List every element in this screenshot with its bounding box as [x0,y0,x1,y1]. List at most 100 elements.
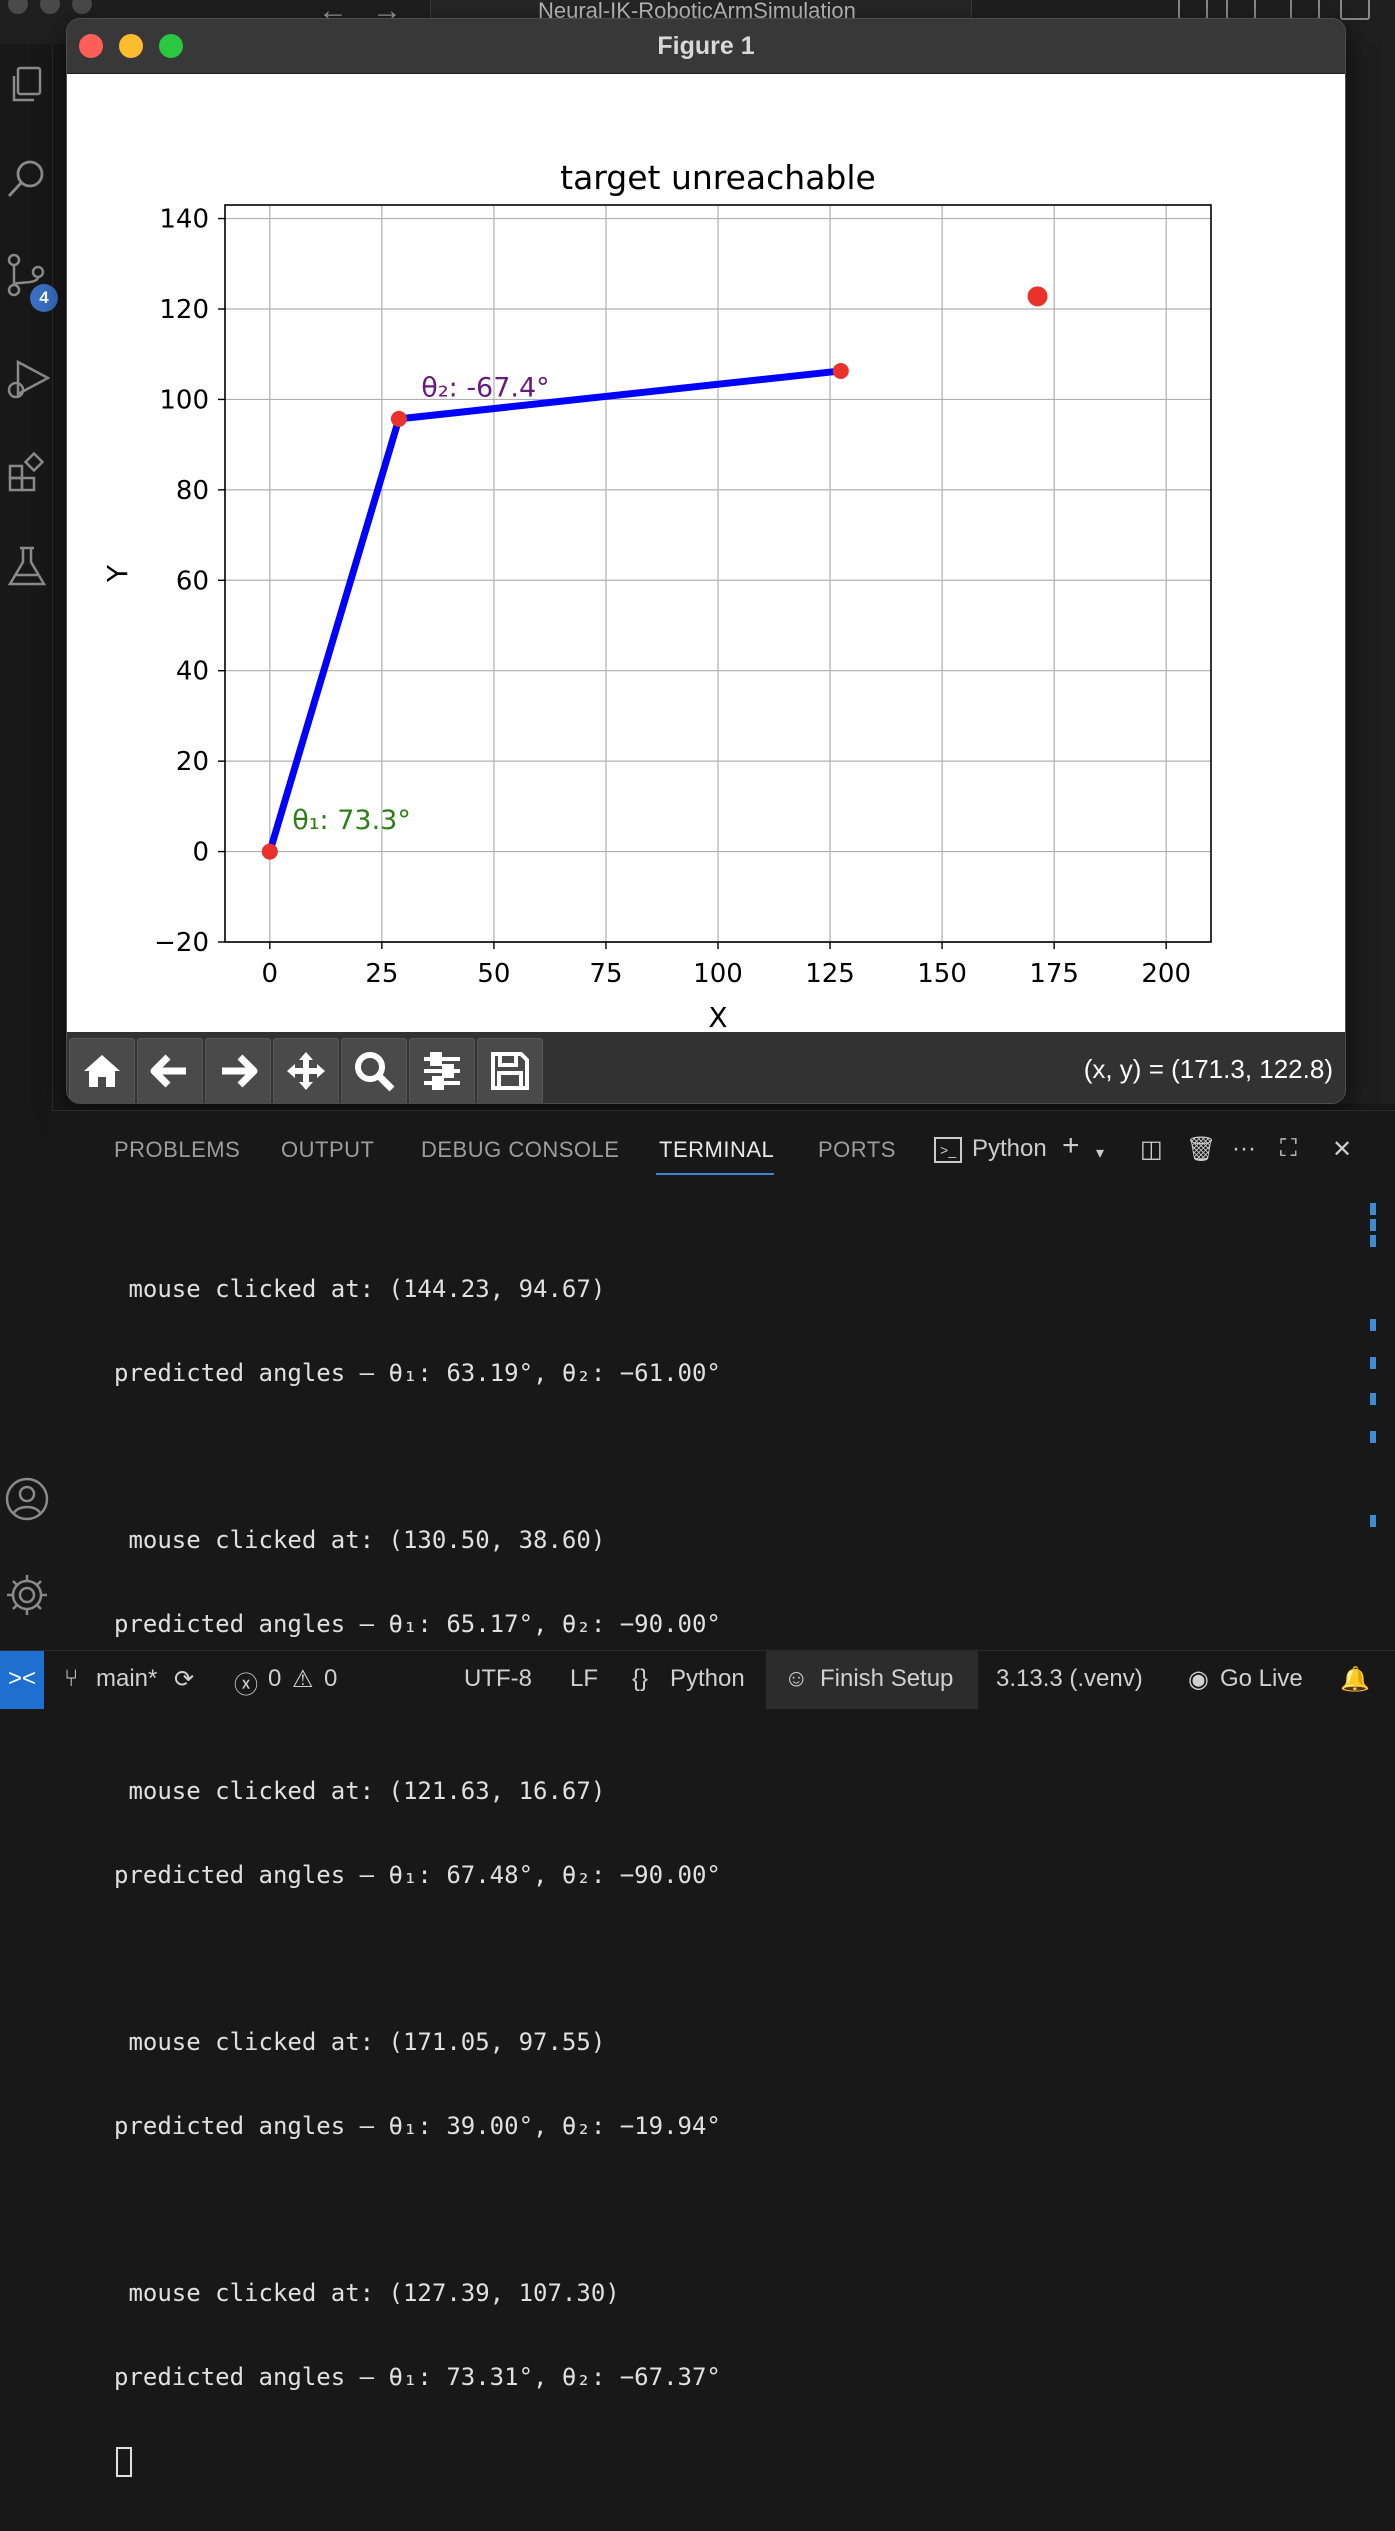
y-tick-label: 20 [176,747,209,777]
run-debug-icon[interactable] [4,356,51,402]
joint-point-0 [261,843,278,860]
customize-layout-icon[interactable] [1340,0,1370,20]
angle-annotation-0: θ₁: 73.3° [292,805,411,836]
tab-output[interactable]: OUTPUT [281,1137,375,1162]
close-icon[interactable] [79,34,103,58]
back-icon[interactable] [137,1038,203,1103]
more-actions-icon[interactable]: ··· [1232,1135,1256,1162]
x-tick-label: 25 [365,959,398,989]
tab-terminal[interactable]: TERMINAL [659,1137,775,1162]
notifications-bell-icon[interactable]: 🔔 [1340,1666,1370,1693]
finish-setup-label: Finish Setup [820,1665,954,1692]
source-control-icon[interactable]: 4 [4,252,58,312]
tab-problems[interactable]: PROBLEMS [114,1137,241,1162]
remote-indicator-icon[interactable]: >< [0,1651,44,1709]
language-mode[interactable]: Python [670,1665,745,1692]
pan-icon[interactable] [273,1038,339,1103]
warning-icon[interactable]: ⚠ [292,1666,314,1693]
figure-titlebar: Figure 1 [67,19,1345,74]
x-tick-label: 50 [477,959,510,989]
terminal-dropdown-icon[interactable]: ▾ [1096,1145,1105,1162]
terminal-shell-label[interactable]: Python [972,1135,1047,1162]
toggle-panel-icon[interactable] [1226,0,1256,20]
testing-icon[interactable] [4,544,50,590]
y-axis-label: Y [101,564,134,583]
sync-icon[interactable]: ⟳ [174,1666,195,1693]
zoom-window-icon[interactable] [159,34,183,58]
new-terminal-icon[interactable]: + [1062,1129,1080,1162]
copilot-icon: ☺ [784,1665,809,1692]
source-control-badge: 4 [30,284,58,312]
target-point [1027,286,1048,307]
x-tick-label: 0 [262,959,279,989]
account-icon[interactable] [4,1476,50,1522]
search-icon[interactable] [4,156,50,202]
y-tick-label: −20 [154,928,209,958]
encoding[interactable]: UTF-8 [464,1665,532,1692]
configure-subplots-icon[interactable] [409,1038,475,1103]
joint-point-2 [832,362,849,379]
x-tick-label: 150 [917,959,967,989]
finish-setup-button[interactable]: ☺ Finish Setup [766,1651,978,1709]
toggle-secondary-sidebar-icon[interactable] [1290,0,1320,20]
broadcast-icon: ◉ [1188,1666,1209,1693]
explorer-icon[interactable] [4,62,50,108]
settings-gear-icon[interactable] [4,1572,50,1618]
terminal-line: predicted angles — θ₁: 67.48°, θ₂: −90.0… [114,1861,721,1889]
minimize-icon[interactable] [119,34,143,58]
branch-name[interactable]: main* [96,1665,158,1692]
vscode-close-light[interactable] [8,0,28,14]
terminal-output[interactable]: mouse clicked at: (144.23, 94.67) predic… [114,1219,1314,2531]
split-terminal-icon[interactable]: ◫ [1140,1136,1163,1163]
vscode-zoom-light[interactable] [72,0,92,14]
save-icon[interactable] [477,1038,543,1103]
tab-debug-console[interactable]: DEBUG CONSOLE [421,1137,620,1162]
error-icon[interactable]: ⓧ [234,1672,258,1699]
error-count: 0 [268,1665,282,1692]
terminal-line: mouse clicked at: (121.63, 16.67) [114,1777,606,1805]
x-tick-label: 75 [589,959,622,989]
terminal-line: predicted angles — θ₁: 73.31°, θ₂: −67.3… [114,2363,721,2391]
tab-ports[interactable]: PORTS [818,1137,896,1162]
go-live-button[interactable]: Go Live [1220,1665,1303,1692]
y-tick-label: 60 [176,566,209,596]
x-tick-label: 100 [693,959,743,989]
toggle-sidebar-icon[interactable] [1178,0,1208,20]
zoom-icon[interactable] [341,1038,407,1103]
y-tick-label: 40 [176,657,209,687]
python-interpreter[interactable]: 3.13.3 (.venv) [996,1665,1143,1692]
terminal-line: predicted angles — θ₁: 39.00°, θ₂: −19.9… [114,2112,721,2140]
close-panel-icon[interactable]: ✕ [1332,1136,1353,1163]
terminal-line: predicted angles — θ₁: 63.19°, θ₂: −61.0… [114,1359,721,1387]
maximize-panel-icon[interactable]: ⛶ [1280,1135,1297,1162]
x-axis-label: X [708,1001,727,1032]
forward-icon[interactable] [205,1038,271,1103]
chart-title: target unreachable [560,158,876,197]
vscode-minimize-light[interactable] [40,0,60,14]
y-tick-label: 80 [176,476,209,506]
x-tick-label: 125 [805,959,855,989]
y-tick-label: 120 [159,295,209,325]
active-tab-indicator [656,1173,774,1175]
home-icon[interactable] [69,1038,135,1103]
terminal-line: mouse clicked at: (171.05, 97.55) [114,2028,606,2056]
warning-count: 0 [324,1665,338,1692]
terminal-line: mouse clicked at: (144.23, 94.67) [114,1275,606,1303]
arm-line [266,367,845,856]
coordinate-readout: (x, y) = (171.3, 122.8) [1083,1054,1333,1084]
chart-svg: 0 25 50 75 100 125 150 175 200 −20 0 20 40 60 80 100 120… [101,158,1212,1032]
y-tick-label: 100 [159,385,209,415]
trash-icon[interactable]: 🗑 [1186,1136,1217,1163]
plot-canvas[interactable]: 0 25 50 75 100 125 150 175 200 −20 0 20 40 60 80 100 120… [67,74,1345,1032]
extensions-icon[interactable] [4,450,50,496]
terminal-line: predicted angles — θ₁: 65.17°, θ₂: −90.0… [114,1610,721,1638]
branch-icon: ⑂ [64,1665,79,1692]
joint-point-1 [390,410,407,427]
bottom-panel: PROBLEMS OUTPUT DEBUG CONSOLE TERMINAL P… [52,1110,1395,2477]
activity-bar: 4 [0,44,58,1660]
figure-title: Figure 1 [657,32,755,60]
end-of-line[interactable]: LF [570,1665,599,1692]
terminal-cursor [116,2447,132,2477]
x-tick-label: 175 [1029,959,1079,989]
language-braces-icon: {} [632,1665,649,1692]
